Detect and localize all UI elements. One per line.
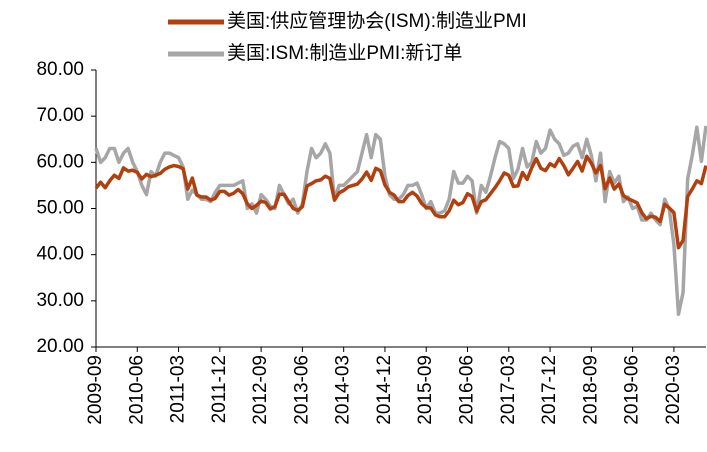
x-tick-label: 2011-03: [168, 355, 189, 423]
x-tick-label: 2019-06: [622, 355, 643, 425]
x-tick-label: 2018-09: [580, 355, 601, 425]
series-line: [94, 125, 707, 316]
x-tick-label: 2017-12: [539, 355, 560, 425]
y-tick-label: 30.00: [36, 290, 84, 311]
y-tick-label: 60.00: [36, 151, 84, 172]
x-tick-label: 2009-09: [85, 355, 106, 425]
x-tick-label: 2014-03: [333, 355, 354, 425]
x-tick-label: 2013-06: [291, 355, 312, 425]
legend-label: 美国:ISM:制造业PMI:新订单: [227, 42, 462, 64]
y-tick-label: 70.00: [36, 105, 84, 126]
legend-label: 美国:供应管理协会(ISM):制造业PMI: [227, 10, 527, 32]
x-tick-label: 2011-12: [209, 355, 230, 423]
y-tick-label: 80.00: [36, 59, 84, 80]
y-tick-label: 50.00: [36, 198, 84, 219]
x-tick-label: 2016-06: [457, 355, 478, 425]
x-tick-label: 2015-09: [415, 355, 436, 425]
x-tick-label: 2020-03: [663, 355, 684, 425]
x-tick-label: 2017-03: [498, 355, 519, 425]
x-tick-label: 2014-12: [374, 355, 395, 425]
y-tick-label: 40.00: [36, 244, 84, 265]
x-tick-label: 2010-06: [126, 355, 147, 425]
x-tick-label: 2012-09: [250, 355, 271, 425]
series-line: [94, 154, 707, 250]
y-tick-label: 20.00: [36, 336, 84, 357]
